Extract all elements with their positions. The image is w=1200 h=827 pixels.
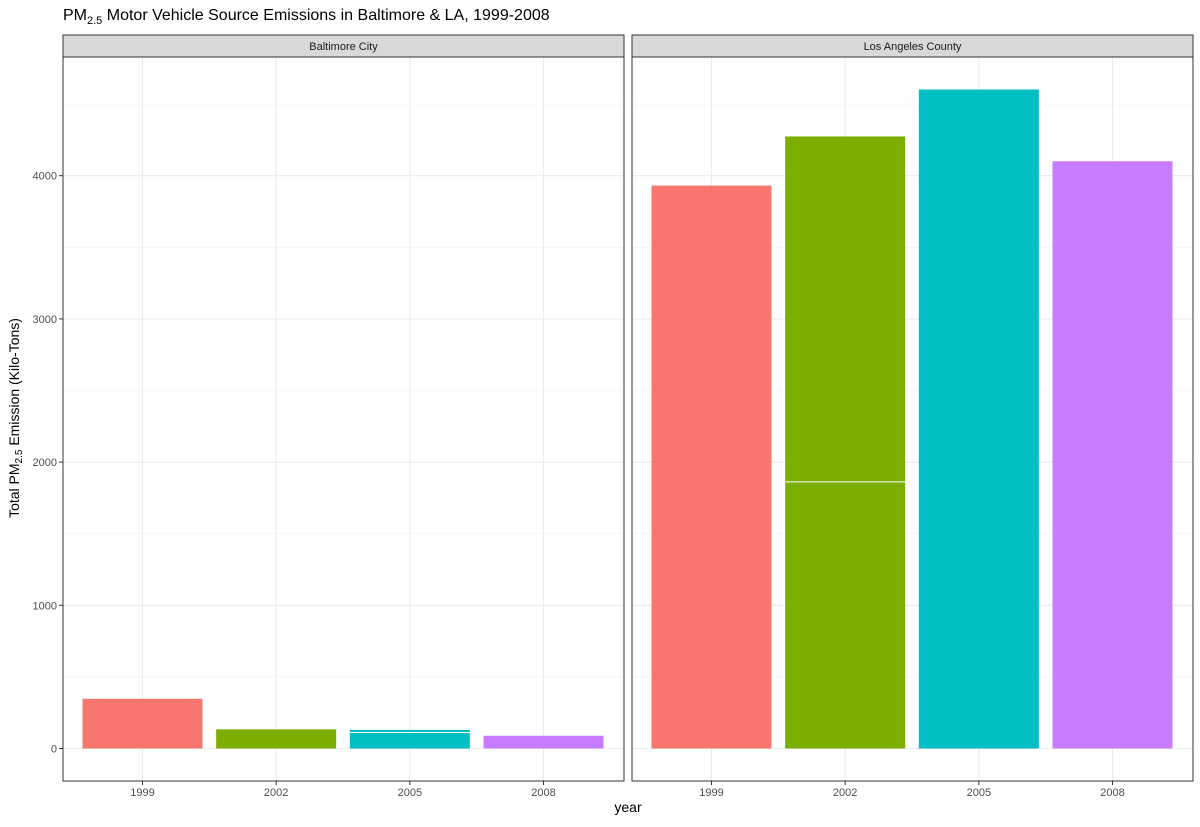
x-tick-label: 2008 [1100,787,1124,799]
chart-title: PM2.5 Motor Vehicle Source Emissions in … [63,7,550,27]
x-tick-label: 2008 [531,787,555,799]
bar-1999 [651,185,772,749]
chart-title-prefix: PM [63,7,87,24]
panel-0: Baltimore City 1999 2002 2005 2008 [62,34,625,799]
bar-2005-segment-0 [349,732,470,749]
y-tick-label: 4000 [33,171,57,183]
x-tick-label: 2002 [833,787,857,799]
y-axis-title-subscript: 2.5 [14,449,25,463]
panel-plot-background [63,57,624,781]
bar-1999 [82,698,203,749]
y-axis-title: Total PM2.5 Emission (Kilo-Tons) [6,318,25,518]
chart-title-subscript: 2.5 [87,15,102,27]
bar-2002-segment-0 [785,481,906,749]
bar-2005-segment-1 [349,729,470,733]
x-tick-label: 1999 [699,787,723,799]
chart-title-suffix: Motor Vehicle Source Emissions in Baltim… [102,7,549,24]
panel-strip-label: Baltimore City [309,41,378,53]
x-tick-label: 2005 [398,787,422,799]
bar-2005 [918,89,1039,749]
x-axis-title: year [614,799,642,815]
panel-border [631,56,1194,782]
x-tick-label: 2002 [264,787,288,799]
y-axis-title-suffix: Emission (Kilo-Tons) [6,318,22,449]
bar-2002 [216,729,337,749]
x-tick-label: 1999 [130,787,154,799]
bar-2008 [483,735,604,749]
y-tick-label: 0 [51,744,57,756]
bar-2002-segment-1 [785,136,906,482]
y-tick-label: 2000 [33,457,57,469]
y-axis: 0 1000 2000 3000 4000 [33,171,63,756]
panel-border [62,56,625,782]
y-tick-label: 1000 [33,600,57,612]
y-axis-title-prefix: Total PM [6,463,22,517]
x-tick-label: 2005 [967,787,991,799]
panel-1: Los Angeles County 1999 2002 2005 2008 [631,34,1194,799]
bar-2008 [1052,161,1173,749]
y-tick-label: 3000 [33,314,57,326]
panel-strip-label: Los Angeles County [864,41,962,53]
